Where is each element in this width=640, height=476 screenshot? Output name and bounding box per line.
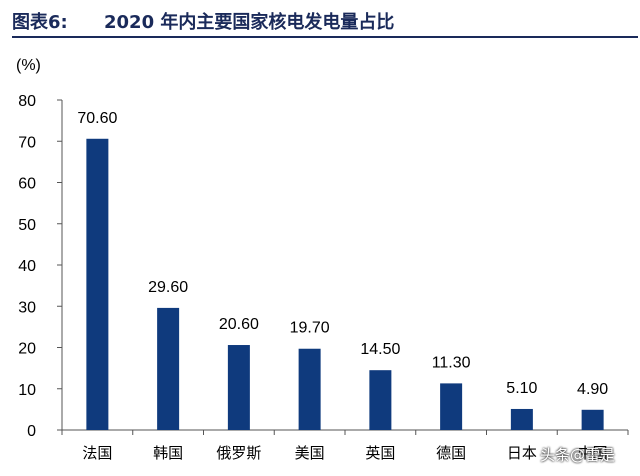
x-tick-label-1: 法国 — [82, 444, 112, 462]
data-label-8: 4.90 — [577, 381, 608, 398]
bar-2 — [157, 307, 180, 430]
bars — [86, 138, 604, 430]
y-tick-label: 40 — [18, 258, 36, 275]
bar-6 — [440, 383, 463, 430]
y-tick-label: 80 — [18, 93, 36, 110]
data-label-4: 19.70 — [290, 320, 330, 337]
y-tick-label: 0 — [27, 423, 36, 440]
y-tick-label: 50 — [18, 217, 36, 234]
data-labels: 70.60 29.60 20.60 19.70 14.50 11.30 5.10 4.90 — [77, 110, 608, 398]
data-label-6: 11.30 — [432, 354, 471, 371]
x-tick-label-6: 德国 — [436, 444, 466, 462]
bar-4 — [298, 348, 321, 430]
x-tick-label-7: 日本 — [507, 444, 537, 462]
bar-1 — [86, 138, 109, 430]
y-axis-unit-label: (%) — [16, 57, 41, 74]
y-tick-label: 30 — [18, 299, 36, 316]
x-tick-label-2: 韩国 — [153, 444, 183, 462]
bar-5 — [369, 370, 392, 430]
axes: 0 10 20 30 40 50 60 70 80 — [18, 93, 629, 440]
data-label-7: 5.10 — [506, 380, 537, 397]
data-label-1: 70.60 — [77, 110, 117, 127]
x-tick-label-4: 美国 — [295, 444, 325, 462]
y-tick-label: 20 — [18, 341, 36, 358]
watermark: 头条@雷是 — [540, 446, 616, 464]
x-tick-label-3: 俄罗斯 — [216, 444, 261, 462]
data-label-5: 14.50 — [360, 341, 400, 358]
bar-3 — [227, 345, 250, 430]
y-tick-label: 60 — [18, 176, 36, 193]
x-tick-labels: 法国 韩国 俄罗斯 美国 英国 德国 日本 中国 — [82, 444, 607, 462]
y-tick-label: 70 — [18, 134, 36, 151]
figure-title: 2020 年内主要国家核电发电量占比 — [104, 12, 395, 33]
data-label-3: 20.60 — [219, 316, 259, 333]
header-rule — [12, 36, 638, 38]
data-label-2: 29.60 — [148, 279, 188, 296]
bar-7 — [510, 408, 533, 430]
y-tick-label: 10 — [18, 382, 36, 399]
figure-header: 图表6: 2020 年内主要国家核电发电量占比 — [0, 0, 640, 38]
bar-8 — [581, 409, 604, 430]
x-tick-label-8: 中国 — [578, 444, 608, 462]
x-tick-label-5: 英国 — [365, 444, 395, 462]
figure-label: 图表6: — [12, 12, 68, 33]
